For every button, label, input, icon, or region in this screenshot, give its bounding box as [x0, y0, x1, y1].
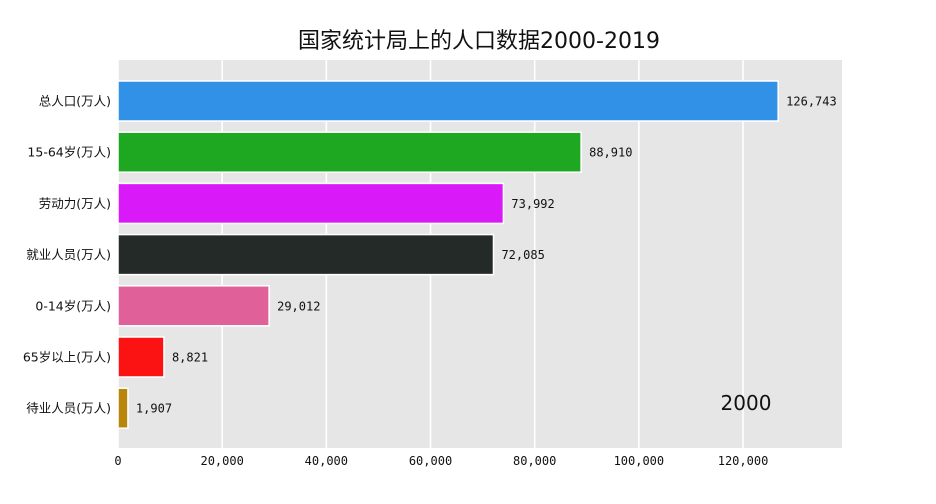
category-label: 待业人员(万人)	[26, 401, 111, 416]
value-label: 126,743	[786, 95, 837, 109]
category-label: 65岁以上(万人)	[23, 350, 111, 365]
bar	[117, 80, 779, 122]
bars	[117, 80, 779, 429]
bar	[117, 131, 582, 173]
x-tick-label: 60,000	[409, 454, 452, 468]
bar	[117, 336, 165, 378]
category-label: 0-14岁(万人)	[35, 298, 111, 313]
year-label: 2000	[721, 391, 772, 415]
value-label: 73,992	[511, 197, 554, 211]
category-label: 劳动力(万人)	[39, 196, 111, 211]
x-tick-label: 40,000	[305, 454, 348, 468]
x-tick-label: 80,000	[513, 454, 556, 468]
category-label: 总人口(万人)	[39, 94, 111, 109]
labels: 0 20,000 40,000 60,000 80,000 100,000 120,000 总…	[23, 94, 837, 469]
x-tick-label: 0	[114, 454, 121, 468]
bar	[117, 182, 505, 225]
value-label: 88,910	[589, 146, 632, 160]
category-label: 就业人员(万人)	[26, 247, 111, 262]
x-tick-label: 120,000	[718, 454, 769, 468]
category-label: 15-64岁(万人)	[27, 145, 111, 160]
bar	[117, 285, 270, 327]
bar	[117, 387, 129, 429]
x-tick-label: 100,000	[614, 454, 665, 468]
bar	[117, 233, 495, 276]
value-label: 8,821	[172, 351, 208, 365]
value-label: 1,907	[136, 402, 172, 416]
value-label: 29,012	[277, 299, 320, 313]
x-tick-label: 20,000	[200, 454, 243, 468]
chart-title: 国家统计局上的人口数据2000-2019	[298, 29, 660, 54]
value-label: 72,085	[501, 248, 544, 262]
